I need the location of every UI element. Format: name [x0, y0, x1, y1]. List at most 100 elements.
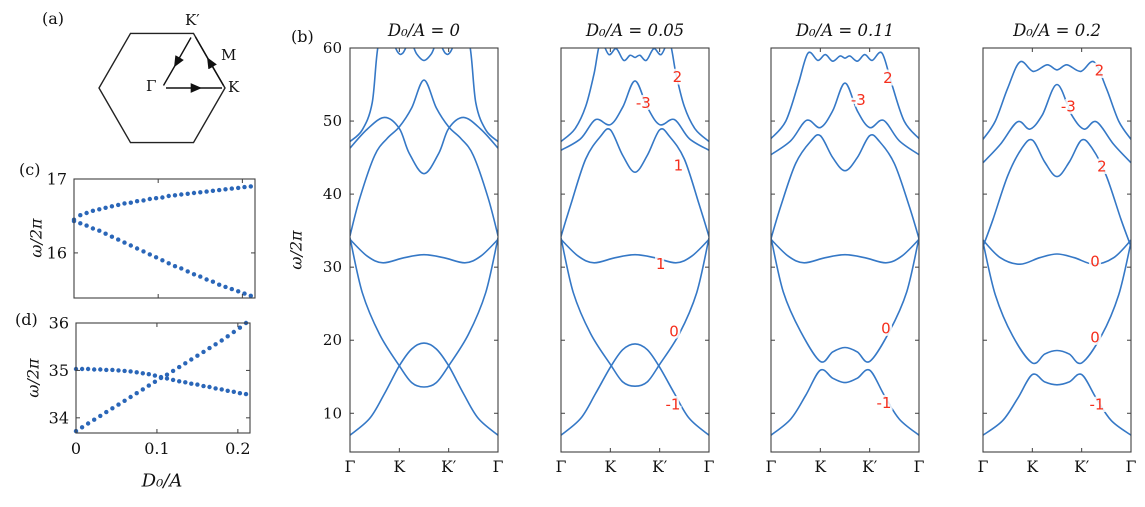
panel-c-ylabel: ω/2π: [26, 218, 46, 258]
x-tick-label: K′: [652, 458, 668, 476]
chern-number-label: -1: [666, 396, 681, 414]
chern-number-label: 0: [669, 322, 679, 340]
y-tick-label: 16: [47, 243, 67, 262]
scatter-dot: [204, 277, 209, 282]
x-tick-label: Γ: [1126, 458, 1137, 476]
chern-number-label: 2: [1095, 62, 1105, 80]
band-curve: [771, 51, 919, 140]
scatter-dot: [158, 375, 164, 381]
scatter-dot: [170, 377, 176, 383]
bz-point-gamma: Γ: [146, 77, 157, 95]
scatter-dot: [79, 425, 85, 430]
scatter-dot: [141, 198, 146, 203]
scatter-dot: [207, 345, 212, 351]
scatter-series-rising-branch: [73, 320, 249, 434]
scatter-dot: [140, 371, 145, 376]
scatter-dot: [84, 210, 89, 216]
chern-number-label: -3: [1061, 97, 1076, 115]
scatter-dot: [97, 228, 102, 233]
x-tick-label: K′: [441, 458, 457, 476]
panel-d-label: (d): [15, 310, 38, 329]
band-curve: [350, 79, 498, 237]
y-tick-label: 30: [323, 258, 342, 276]
scatter-dot: [116, 368, 121, 373]
scatter-dot: [172, 264, 178, 269]
scatter-dot: [217, 282, 222, 287]
band-curve: [350, 238, 498, 264]
scatter-dot: [160, 195, 165, 200]
scatter-dot: [207, 384, 212, 390]
scatter-dot: [147, 252, 152, 257]
scatter-dot: [110, 406, 115, 411]
scatter-dot: [210, 279, 216, 284]
y-tick-label: 36: [49, 314, 69, 333]
band-curve: [561, 238, 709, 264]
scatter-dot: [210, 188, 216, 193]
chern-number-label: 2: [883, 69, 893, 87]
band-structure-plot: [350, 48, 498, 436]
scatter-dot: [153, 255, 159, 260]
x-tick-label: 0.1: [144, 439, 169, 458]
scatter-dot: [85, 366, 91, 372]
scatter-dot: [147, 196, 152, 202]
band-structure-plot: [771, 51, 919, 436]
x-tick-label: Γ: [556, 458, 567, 476]
scatter-dot: [134, 391, 139, 396]
chern-number-label: 2: [1097, 157, 1107, 175]
scatter-dot: [177, 364, 182, 370]
scatter-dot: [109, 234, 115, 239]
band-curve: [561, 128, 709, 238]
scatter-dot: [236, 289, 241, 294]
subplot-title: D₀/A = 0.11: [795, 21, 894, 40]
x-tick-label: 0: [71, 439, 81, 458]
scatter-dot: [242, 291, 247, 296]
scatter-dot: [146, 383, 151, 388]
scatter-dot: [213, 342, 218, 347]
scatter-dot: [122, 201, 127, 206]
scatter-dot: [183, 380, 188, 385]
scatter-dot: [195, 382, 200, 387]
y-tick-label: 10: [323, 404, 342, 422]
band-curve: [771, 238, 919, 264]
band-curve: [983, 60, 1131, 141]
scatter-dot: [183, 361, 188, 366]
axis-frame: [560, 47, 710, 453]
band-curve: [983, 138, 1131, 248]
scatter-dot: [146, 372, 151, 377]
chern-number-label: -1: [1089, 396, 1104, 414]
scatter-dot: [78, 221, 83, 226]
scatter-dot: [128, 394, 133, 400]
scatter-dot: [248, 293, 253, 298]
band-curve: [350, 48, 498, 143]
y-tick-label: 60: [323, 39, 342, 57]
band-structure-plot: [983, 60, 1131, 436]
scatter-dot: [191, 190, 197, 196]
x-tick-label: Γ: [704, 458, 715, 476]
scatter-dot: [164, 376, 170, 381]
chern-number-label: 0: [1090, 252, 1100, 270]
x-tick-label: 0.2: [225, 439, 250, 458]
scatter-dot: [225, 334, 230, 339]
scatter-dot: [231, 389, 236, 394]
panel-b-label: (b): [291, 27, 314, 46]
scatter-dot: [219, 387, 224, 392]
scatter-dot: [92, 417, 97, 422]
y-tick-label: 50: [323, 112, 342, 130]
axis-frame: [349, 47, 499, 453]
bz-point-kprime: K′: [185, 11, 200, 29]
scatter-dot: [134, 246, 140, 251]
scatter-dot: [122, 240, 127, 245]
scatter-dot: [225, 388, 230, 393]
band-structure-plot: [561, 48, 709, 436]
scatter-dot: [134, 370, 139, 375]
scatter-dot: [242, 184, 247, 190]
band-curve: [350, 116, 498, 175]
scatter-dot: [166, 261, 171, 266]
scatter-dot: [152, 373, 158, 378]
subplot-title: D₀/A = 0: [387, 21, 460, 40]
scatter-dot: [128, 369, 133, 374]
scatter-dot: [84, 223, 89, 228]
scatter-dot: [223, 284, 228, 290]
x-tick-label: Γ: [766, 458, 777, 476]
scatter-dot: [152, 379, 158, 384]
